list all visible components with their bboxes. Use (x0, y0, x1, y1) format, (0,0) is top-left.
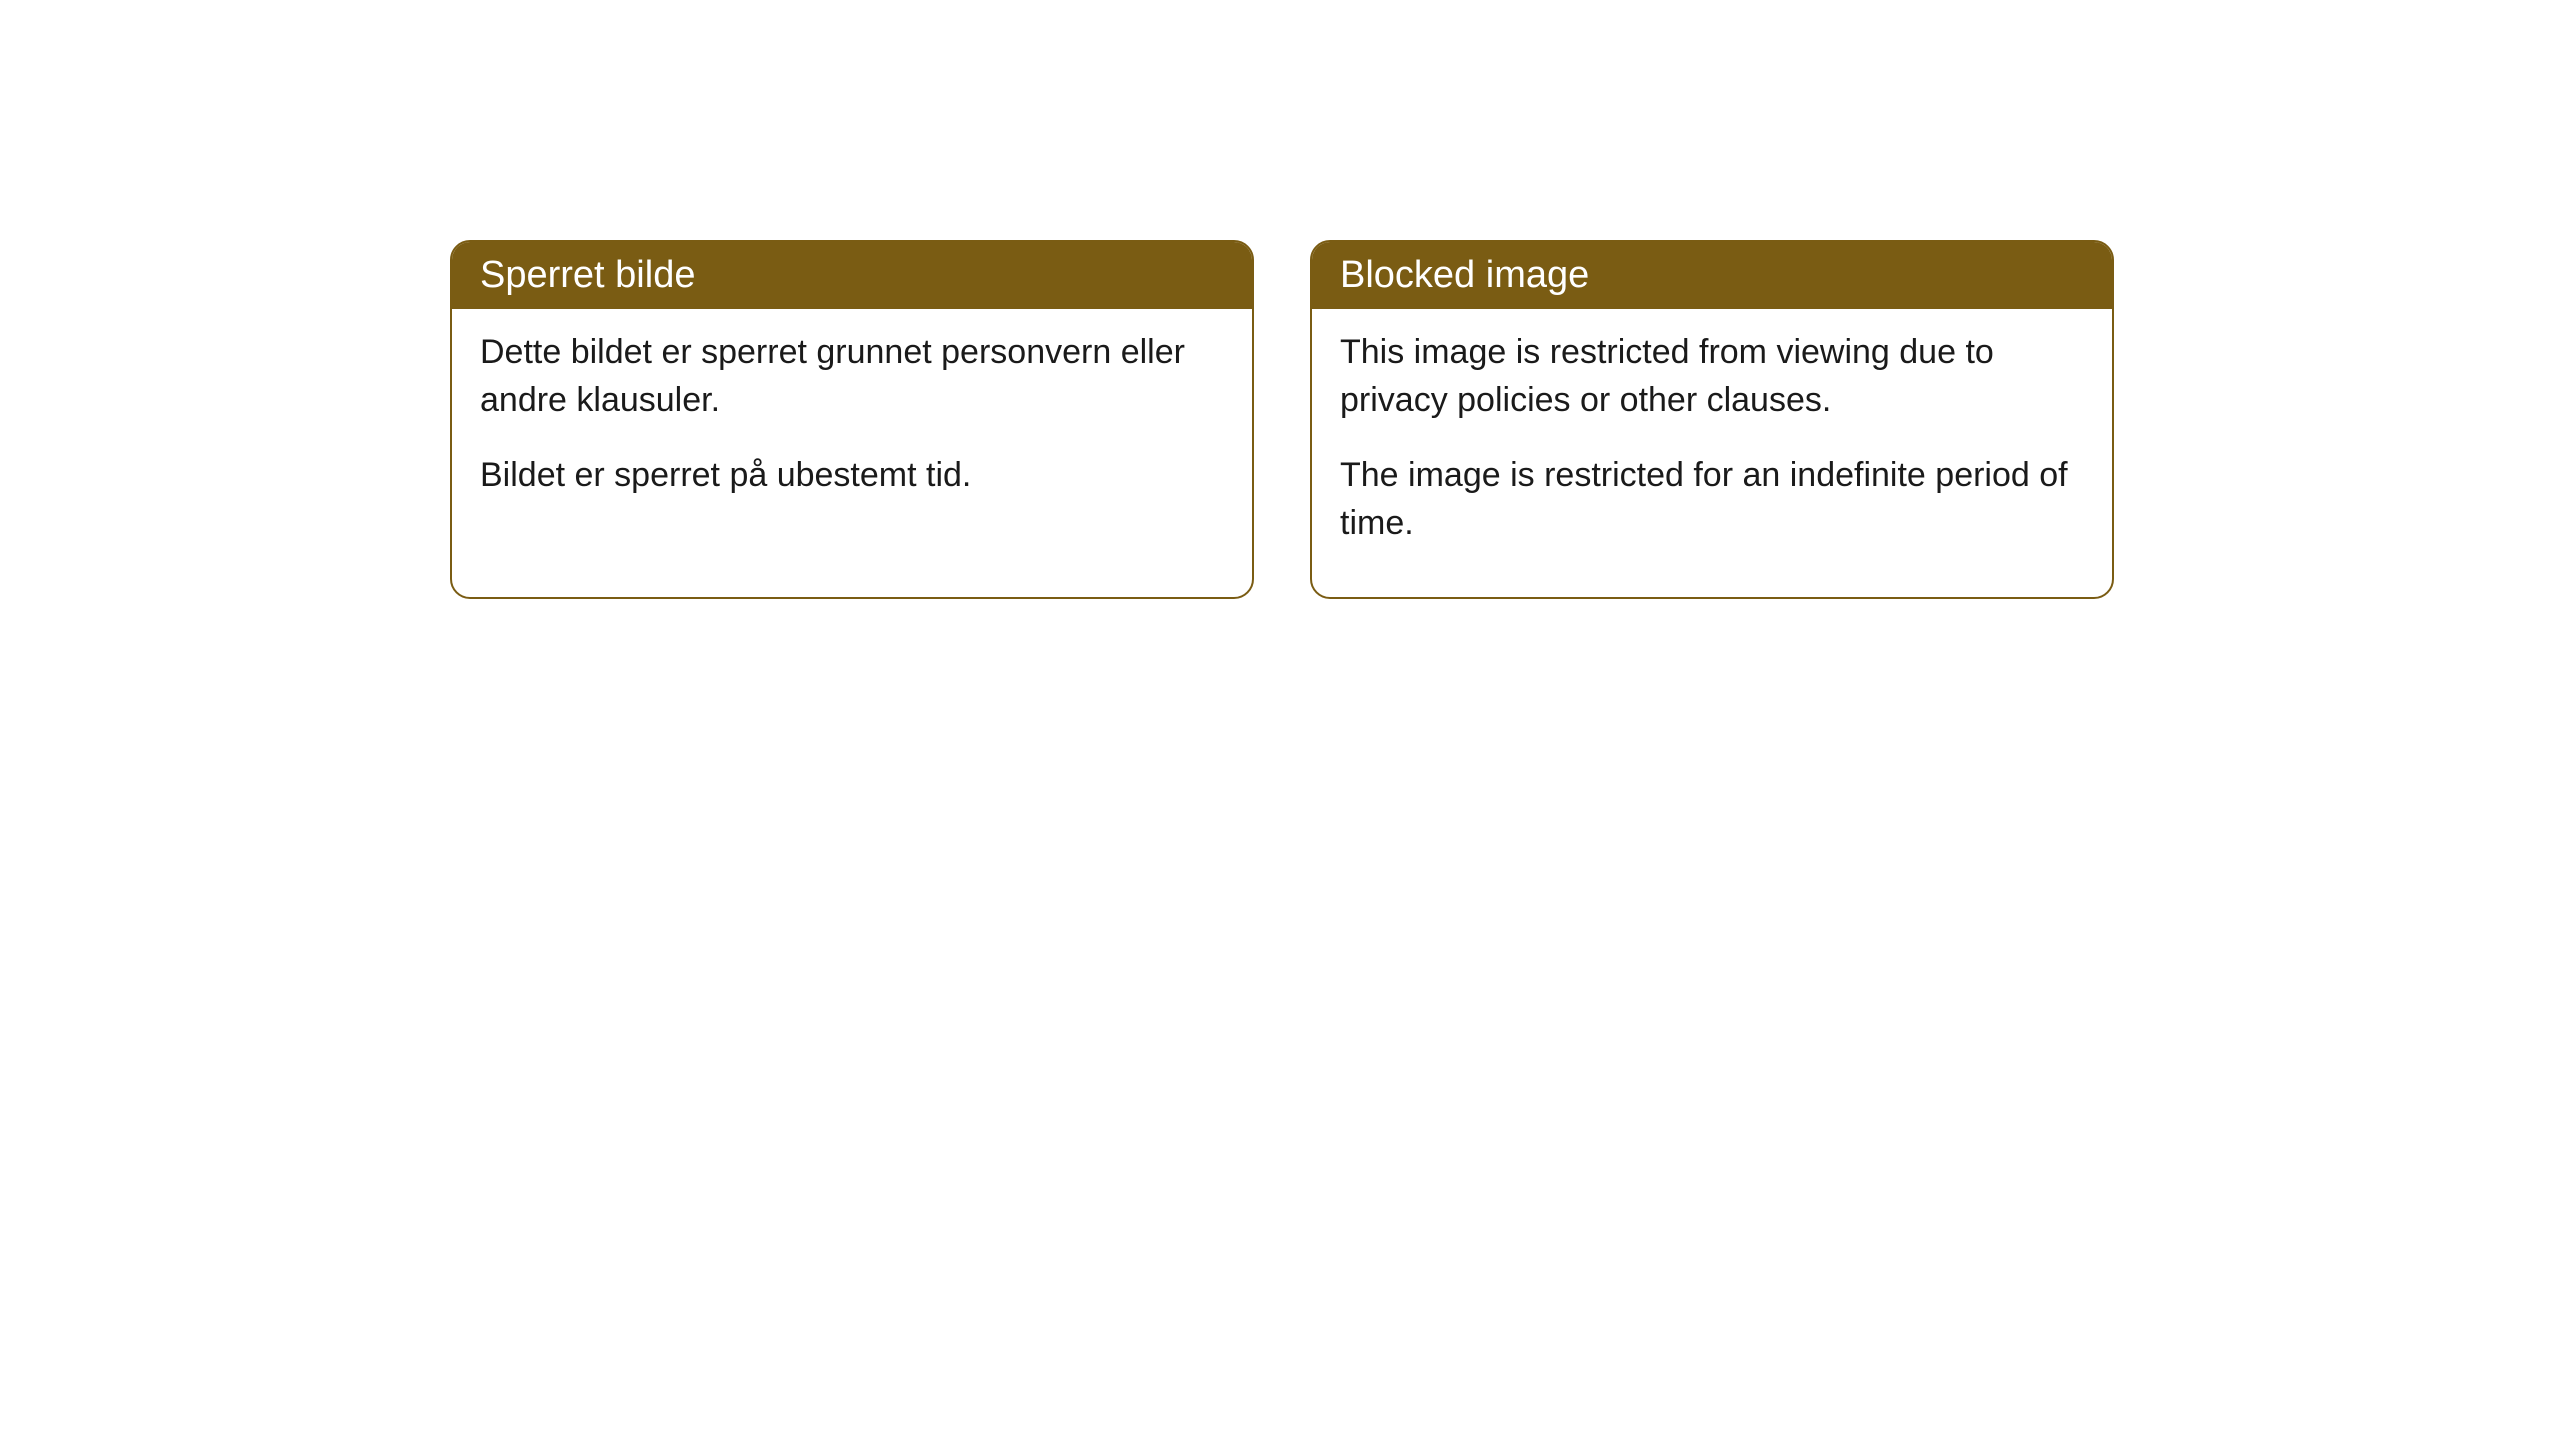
notice-title: Sperret bilde (480, 254, 695, 296)
notice-paragraph: This image is restricted from viewing du… (1340, 329, 2084, 424)
notice-paragraph: Dette bildet er sperret grunnet personve… (480, 329, 1224, 424)
notice-paragraph: The image is restricted for an indefinit… (1340, 452, 2084, 547)
notice-header: Sperret bilde (452, 242, 1252, 309)
notice-body: Dette bildet er sperret grunnet personve… (452, 309, 1252, 550)
notice-header: Blocked image (1312, 242, 2112, 309)
notice-body: This image is restricted from viewing du… (1312, 309, 2112, 597)
notice-card-norwegian: Sperret bilde Dette bildet er sperret gr… (450, 240, 1254, 599)
notice-container: Sperret bilde Dette bildet er sperret gr… (0, 0, 2560, 599)
notice-title: Blocked image (1340, 254, 1589, 296)
notice-card-english: Blocked image This image is restricted f… (1310, 240, 2114, 599)
notice-paragraph: Bildet er sperret på ubestemt tid. (480, 452, 1224, 500)
